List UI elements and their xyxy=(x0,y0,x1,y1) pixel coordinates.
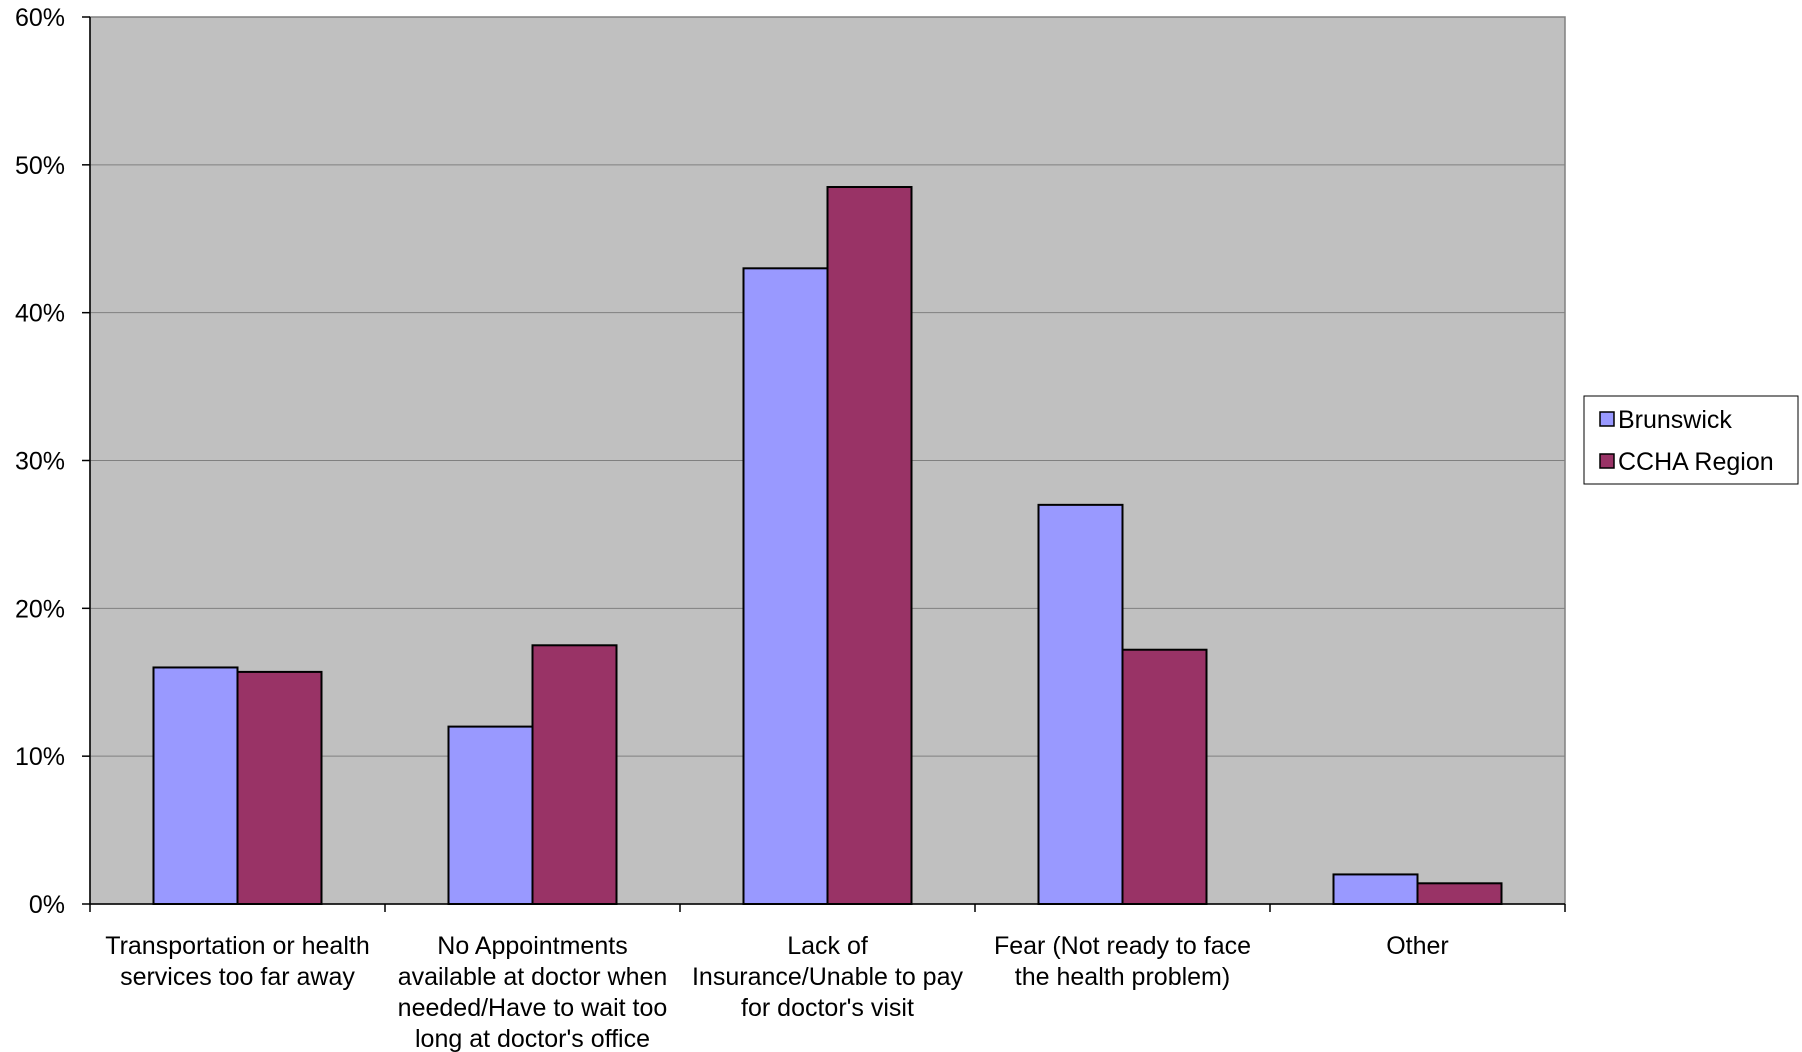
y-tick-label: 60% xyxy=(15,4,65,32)
bar-ccha-region-3 xyxy=(1121,648,1208,906)
axes xyxy=(82,16,1566,912)
bars xyxy=(152,186,1503,906)
y-tick-label: 50% xyxy=(15,152,65,180)
y-tick-label: 40% xyxy=(15,300,65,328)
x-category-label: No Appointments available at doctor when n… xyxy=(398,932,668,1052)
legend-box xyxy=(1583,395,1799,485)
bar-ccha-region-0 xyxy=(236,670,323,905)
bar-brunswick-3 xyxy=(1037,503,1124,905)
legend-swatch xyxy=(1599,453,1615,469)
legend-label: CCHA Region xyxy=(1618,448,1774,476)
legend: Brunswick CCHA Region xyxy=(1583,395,1799,485)
x-category-label: Other xyxy=(1386,932,1449,960)
y-tick-label: 0% xyxy=(29,891,65,919)
legend-swatch xyxy=(1599,411,1615,427)
y-tick-label: 20% xyxy=(15,595,65,623)
bar-ccha-region-2 xyxy=(826,186,913,905)
bar-ccha-region-4 xyxy=(1416,882,1503,906)
bar-brunswick-0 xyxy=(152,666,239,906)
y-tick-label: 30% xyxy=(15,448,65,476)
bar-brunswick-2 xyxy=(742,267,829,906)
bar-brunswick-1 xyxy=(447,725,534,905)
x-axis-category-labels: Transportation or health services too far… xyxy=(105,932,1449,1052)
x-category-label: Lack of Insurance/Unable to pay for doctor… xyxy=(692,932,964,1022)
x-category-label: Transportation or health services too far… xyxy=(105,932,370,991)
x-category-label: Fear (Not ready to face the health proble… xyxy=(994,932,1251,991)
y-tick-label: 10% xyxy=(15,743,65,771)
bar-brunswick-4 xyxy=(1332,873,1419,906)
legend-label: Brunswick xyxy=(1618,406,1732,434)
bar-ccha-region-1 xyxy=(531,644,618,906)
y-axis-tick-labels: 0% 10% 20% 30% 40% 50% 60% xyxy=(15,4,65,919)
gridlines xyxy=(90,16,1565,757)
